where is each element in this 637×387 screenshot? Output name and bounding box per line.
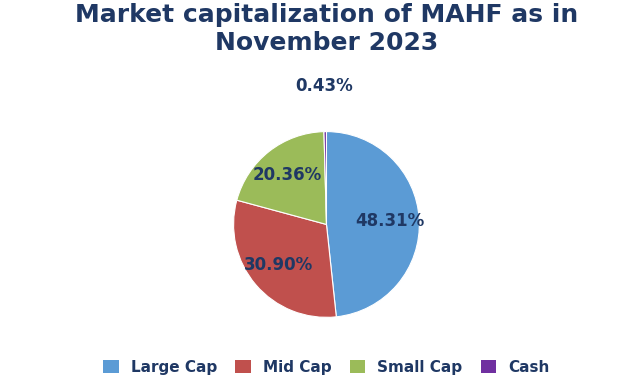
Wedge shape (234, 200, 336, 317)
Wedge shape (237, 132, 326, 224)
Text: 48.31%: 48.31% (355, 212, 424, 230)
Wedge shape (324, 132, 327, 224)
Text: 0.43%: 0.43% (296, 77, 354, 94)
Text: 20.36%: 20.36% (253, 166, 322, 184)
Wedge shape (326, 132, 419, 317)
Title: Market capitalization of MAHF as in
November 2023: Market capitalization of MAHF as in Nove… (75, 3, 578, 55)
Legend: Large Cap, Mid Cap, Small Cap, Cash: Large Cap, Mid Cap, Small Cap, Cash (103, 360, 550, 375)
Text: 30.90%: 30.90% (244, 257, 313, 274)
